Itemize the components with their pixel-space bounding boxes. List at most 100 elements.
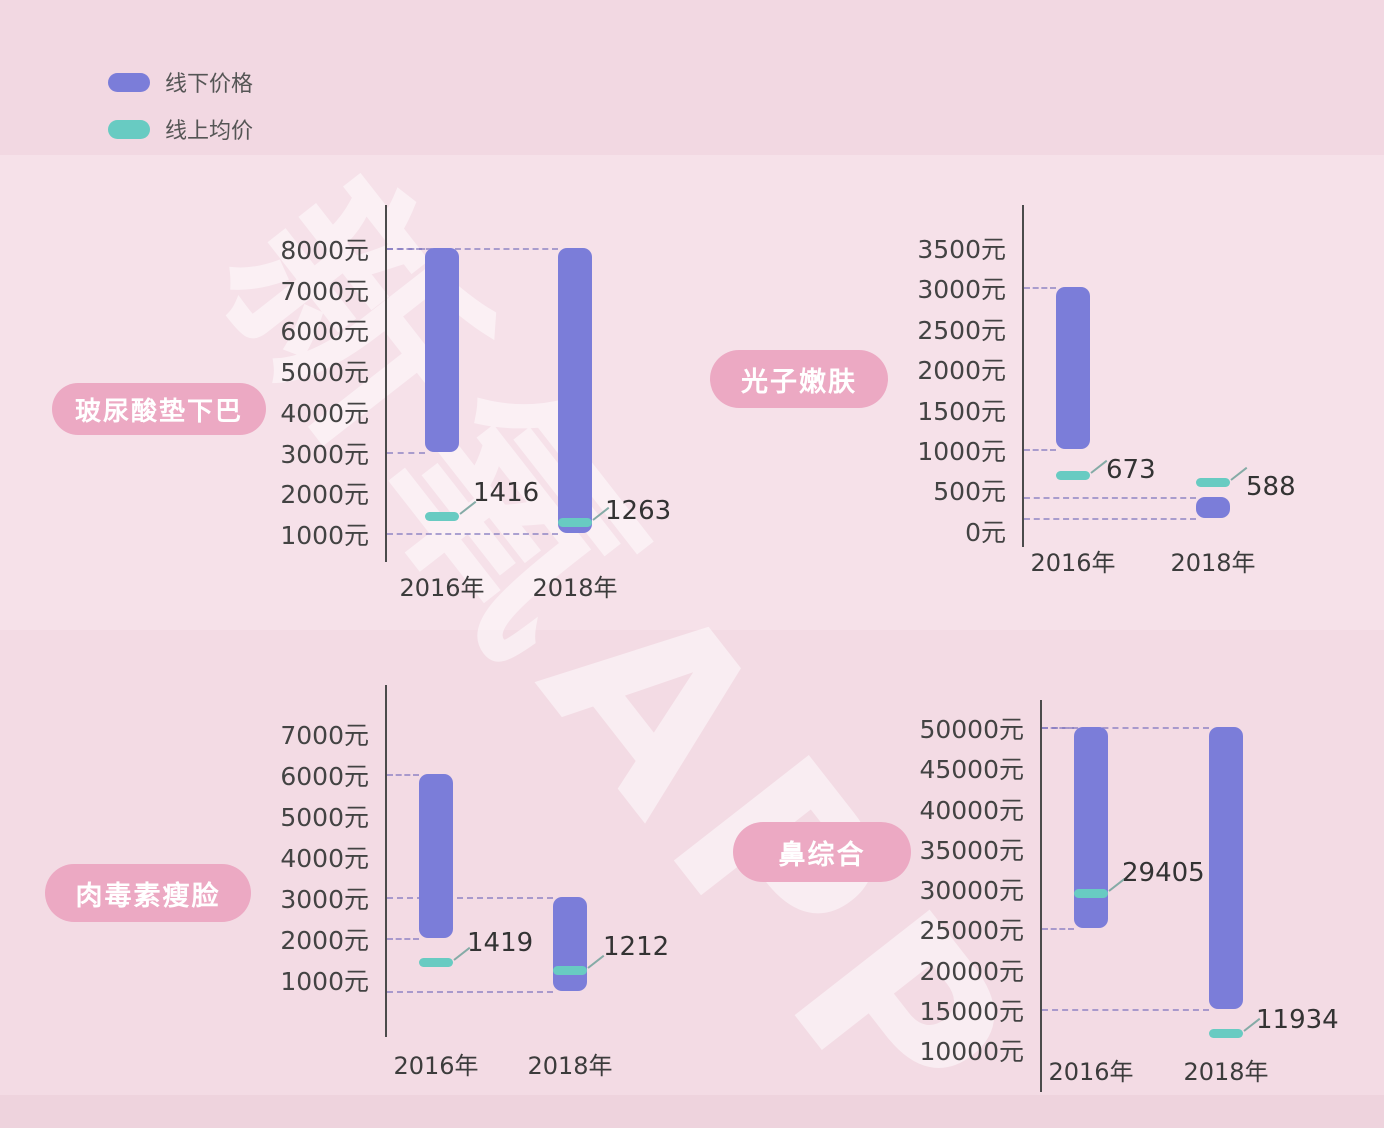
chin-online-marker-2018年	[558, 518, 592, 528]
photon-tick-3500: 3500元	[917, 235, 1006, 264]
chin-offline-bar-2018年	[558, 248, 592, 533]
nose-offline-bar-2018年	[1209, 727, 1243, 1009]
photon-category-2016年: 2016年	[1030, 549, 1116, 577]
chin-tick-4000: 4000元	[280, 398, 369, 428]
photon-tick-500: 500元	[933, 477, 1006, 507]
photon-online-value-2018年: 588	[1246, 472, 1296, 503]
legend: 线下价格 线上均价	[108, 66, 253, 160]
photon-online-value-2016年: 673	[1106, 455, 1156, 486]
botox-online-value-2018年: 1212	[603, 932, 670, 963]
photon-leader-line	[1024, 449, 1056, 451]
botox-tick-3000: 3000元	[280, 885, 369, 914]
botox-online-marker-2016年	[419, 957, 453, 967]
photon-label-connector-2018年	[1230, 467, 1248, 482]
chin-y-axis	[385, 205, 387, 562]
nose-tick-25000: 25000元	[919, 916, 1024, 946]
chin-tick-5000: 5000元	[280, 358, 369, 388]
legend-label-offline: 线下价格	[165, 72, 254, 97]
legend-item-offline-price: 线下价格	[108, 66, 253, 98]
background-band	[0, 1095, 1384, 1128]
nose-tick-20000: 20000元	[919, 956, 1024, 986]
botox-tick-4000: 4000元	[280, 844, 369, 873]
nose-category-2016年: 2016年	[1048, 1058, 1134, 1086]
nose-online-value-2018年: 11934	[1256, 1005, 1339, 1036]
photon-tick-3000: 3000元	[917, 275, 1006, 305]
chin-tick-3000: 3000元	[280, 439, 369, 469]
botox-category-2018年: 2018年	[527, 1052, 613, 1080]
botox-online-value-2016年: 1419	[467, 927, 534, 958]
nose-leader-line	[1042, 1008, 1209, 1011]
photon-label-connector-2016年	[1090, 460, 1108, 475]
chin-online-value-2016年: 1416	[473, 477, 540, 508]
photon-leader-line	[1024, 517, 1196, 520]
nose-tick-30000: 30000元	[919, 876, 1024, 905]
nose-tick-45000: 45000元	[919, 755, 1024, 785]
botox-category-2016年: 2016年	[393, 1052, 479, 1080]
photon-tick-1500: 1500元	[917, 396, 1006, 426]
photon-leader-line	[1024, 497, 1196, 500]
botox-leader-line	[387, 991, 553, 994]
nose-online-value-2016年: 29405	[1122, 857, 1205, 888]
online-price-swatch-icon	[108, 119, 150, 139]
botox-leader-line	[387, 897, 553, 899]
botox-tick-5000: 5000元	[280, 803, 369, 832]
chin-category-2018年: 2018年	[532, 574, 618, 602]
nose-y-axis	[1040, 700, 1042, 1092]
botox-tick-6000: 6000元	[280, 762, 369, 791]
nose-tick-40000: 40000元	[919, 795, 1024, 825]
chin-tick-8000: 8000元	[280, 236, 369, 265]
legend-item-online-price: 线上均价	[108, 113, 253, 145]
nose-tick-35000: 35000元	[919, 835, 1024, 865]
chin-online-marker-2016年	[425, 511, 459, 521]
chin-offline-bar-2016年	[425, 248, 459, 452]
nose-category-2018年: 2018年	[1183, 1058, 1269, 1086]
photon-offline-bar-2016年	[1056, 287, 1090, 449]
nose-leader-line	[1042, 928, 1074, 931]
nose-offline-bar-2016年	[1074, 727, 1108, 929]
background-band	[0, 0, 1384, 155]
chin-tick-2000: 2000元	[280, 480, 369, 510]
photon-tick-0: 0元	[965, 517, 1006, 547]
badge-chin-filler-title: 玻尿酸垫下巴	[52, 383, 266, 435]
legend-label-online: 线上均价	[165, 119, 254, 144]
nose-tick-15000: 15000元	[919, 996, 1024, 1026]
photon-category-2018年: 2018年	[1170, 549, 1256, 577]
badge-botox-slimming-title: 肉毒素瘦脸	[45, 864, 251, 922]
chin-category-2016年: 2016年	[399, 574, 485, 602]
nose-tick-50000: 50000元	[919, 715, 1024, 744]
photon-online-marker-2018年	[1196, 478, 1230, 488]
botox-offline-bar-2016年	[419, 774, 453, 938]
botox-tick-1000: 1000元	[280, 967, 369, 996]
botox-label-connector-2018年	[587, 955, 605, 970]
chin-tick-1000: 1000元	[280, 520, 369, 550]
badge-photon-skin-title: 光子嫩肤	[710, 350, 888, 408]
nose-online-marker-2018年	[1209, 1029, 1243, 1039]
photon-online-marker-2016年	[1056, 471, 1090, 481]
photon-tick-1000: 1000元	[917, 437, 1006, 466]
chin-online-value-2018年: 1263	[605, 496, 672, 527]
botox-y-axis	[385, 685, 387, 1037]
botox-leader-line	[387, 938, 419, 940]
photon-tick-2500: 2500元	[917, 315, 1006, 345]
offline-price-swatch-icon	[108, 72, 150, 92]
photon-leader-line	[1024, 287, 1056, 290]
chin-tick-6000: 6000元	[280, 317, 369, 347]
photon-y-axis	[1022, 205, 1024, 547]
badge-rhinoplasty-title: 鼻综合	[733, 822, 911, 882]
chin-tick-7000: 7000元	[280, 276, 369, 306]
nose-leader-line	[1042, 727, 1209, 729]
chin-leader-line	[387, 532, 558, 535]
nose-online-marker-2016年	[1074, 888, 1108, 898]
chin-leader-line	[387, 248, 558, 250]
botox-online-marker-2018年	[553, 966, 587, 976]
botox-tick-7000: 7000元	[280, 721, 369, 750]
photon-tick-2000: 2000元	[917, 356, 1006, 386]
background-band	[0, 630, 1384, 1095]
nose-tick-10000: 10000元	[919, 1037, 1024, 1066]
chin-leader-line	[387, 451, 425, 454]
photon-offline-bar-2018年	[1196, 497, 1230, 518]
botox-leader-line	[387, 774, 419, 776]
botox-tick-2000: 2000元	[280, 926, 369, 955]
